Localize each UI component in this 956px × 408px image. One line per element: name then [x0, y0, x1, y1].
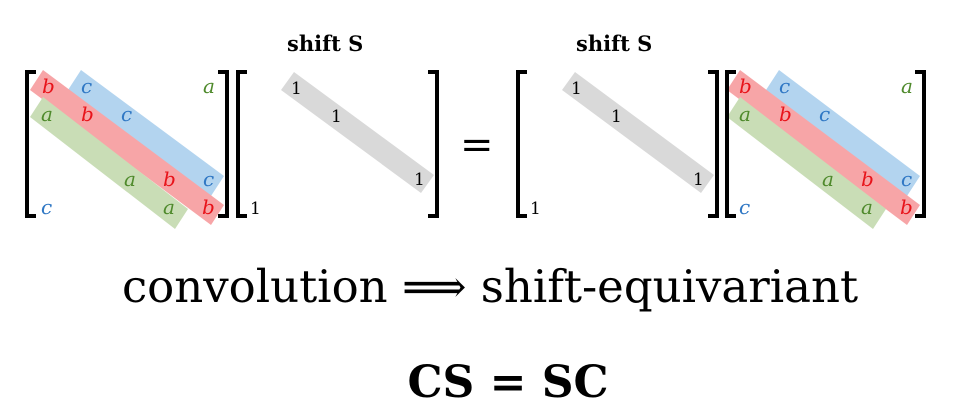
entry-one: 1	[414, 170, 425, 190]
entry-one: 1	[530, 199, 541, 219]
entry-c: c	[819, 102, 830, 126]
entry-b: b	[42, 74, 55, 98]
entry-a: a	[41, 102, 53, 126]
bracket-left-open	[25, 70, 36, 218]
entry-a: a	[901, 74, 913, 98]
formula-text: CS = SC	[407, 357, 608, 408]
circulant-matrix-right: b c a a b c a b c c a b	[725, 70, 926, 229]
entry-a: a	[203, 74, 215, 98]
entry-b: b	[739, 74, 752, 98]
entry-b: b	[163, 167, 176, 191]
entry-one: 1	[571, 79, 582, 99]
entry-b: b	[81, 102, 94, 126]
entry-a: a	[163, 195, 175, 219]
entry-one: 1	[611, 107, 622, 127]
entry-c: c	[203, 167, 214, 191]
band-s-right	[562, 72, 714, 193]
shift-matrix-left: shift S 1 1 1 1	[236, 31, 439, 219]
shift-matrix-right: shift S 1 1 1 1	[516, 31, 719, 219]
caption-text: convolution ⟹ shift-equivariant	[122, 260, 858, 313]
band-b-left	[30, 70, 224, 225]
entry-one: 1	[250, 199, 261, 219]
band-b-right	[727, 70, 920, 225]
bracket-left-close	[218, 70, 229, 218]
entry-c: c	[901, 167, 912, 191]
entry-one: 1	[331, 107, 342, 127]
entry-one: 1	[693, 170, 704, 190]
entry-a: a	[861, 195, 873, 219]
entry-a: a	[822, 167, 834, 191]
bracket-right-close	[915, 70, 926, 218]
bracket-s-left-close	[428, 70, 439, 218]
entry-c: c	[41, 195, 52, 219]
band-s-left	[281, 72, 434, 193]
circulant-matrix-left: b c a a b c a b c c a b	[25, 70, 229, 229]
bracket-right-open	[725, 70, 736, 218]
bracket-s-right-close	[708, 70, 719, 218]
band-a-right	[727, 97, 886, 229]
entry-c: c	[121, 102, 132, 126]
shift-label-right: shift S	[576, 31, 652, 56]
entry-c: c	[779, 74, 790, 98]
band-c-right	[766, 70, 920, 196]
entry-a: a	[739, 102, 751, 126]
entry-a: a	[124, 167, 136, 191]
band-a-left	[30, 97, 188, 229]
entry-c: c	[81, 74, 92, 98]
entry-c: c	[739, 195, 750, 219]
bracket-s-left-open	[236, 70, 247, 218]
bracket-s-right-open	[516, 70, 527, 218]
entry-one: 1	[291, 79, 302, 99]
entry-b: b	[861, 167, 874, 191]
entry-b: b	[779, 102, 792, 126]
shift-label-left: shift S	[287, 31, 363, 56]
entry-b: b	[900, 195, 913, 219]
equals-sign: =	[460, 122, 494, 168]
entry-b: b	[202, 195, 215, 219]
band-c-left	[68, 70, 224, 196]
